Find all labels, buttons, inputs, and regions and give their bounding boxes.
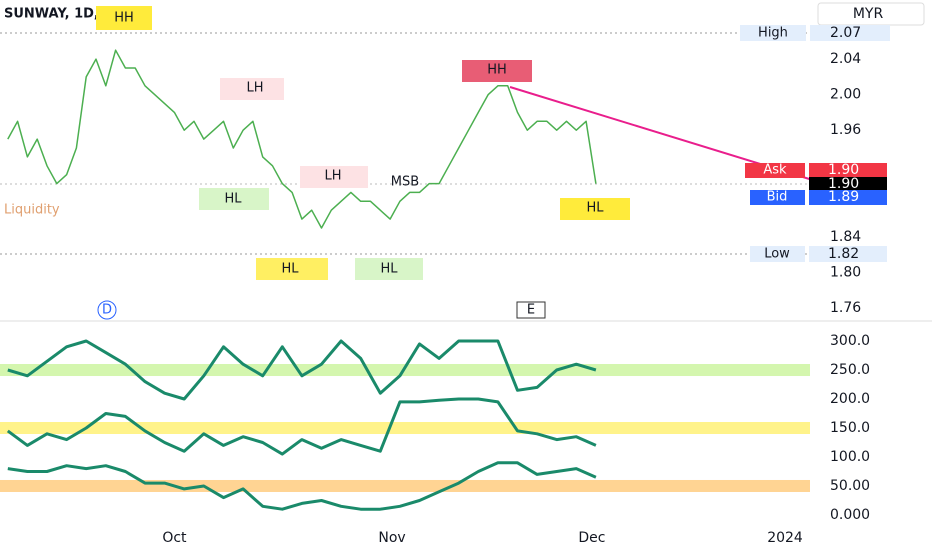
y-tick-label: 1.96: [830, 122, 861, 138]
pattern-label: HL: [224, 192, 242, 207]
pattern-label: LH: [246, 81, 263, 96]
label-box: [199, 188, 269, 210]
y-tick-label: 2.04: [830, 51, 861, 67]
last-value: 1.90: [828, 176, 859, 192]
series-line: [7, 461, 597, 511]
pattern-label: LH: [324, 169, 341, 184]
event-label[interactable]: D: [102, 303, 112, 318]
y-tick-label: 2.00: [830, 87, 861, 103]
y-tick-label: 50.00: [830, 478, 870, 494]
y-tick-label: 250.0: [830, 362, 870, 378]
x-tick-label: Dec: [578, 530, 605, 546]
pattern-label: HH: [114, 11, 134, 26]
event-label[interactable]: E: [527, 303, 535, 318]
y-tick-label: 1.84: [830, 229, 861, 245]
low-label: Low: [764, 247, 790, 262]
currency[interactable]: MYR: [853, 6, 884, 22]
label-box: [96, 6, 152, 30]
y-tick-label: 100.0: [830, 449, 870, 465]
label-box: [300, 166, 368, 188]
y-tick-label: 1.80: [830, 264, 861, 280]
level-band: [0, 422, 810, 435]
event-marker[interactable]: [516, 301, 546, 319]
y-tick-label: 150.0: [830, 420, 870, 436]
y-tick-label: 1.76: [830, 300, 861, 316]
y-tick-label: 0.000: [830, 507, 870, 523]
label-box: [809, 177, 887, 192]
label-box: [750, 190, 805, 205]
ask-label: Ask: [763, 163, 787, 178]
label-box: [809, 246, 887, 262]
label-box: [220, 78, 284, 100]
event-marker[interactable]: [97, 300, 117, 320]
series-line: [7, 339, 597, 401]
label-box: [809, 190, 887, 205]
pattern-label: HL: [281, 262, 299, 277]
series-line: [7, 49, 597, 229]
low-value: 1.82: [828, 246, 859, 262]
bid-label: Bid: [767, 190, 788, 205]
high-value: 2.07: [830, 25, 861, 41]
x-tick-label: Oct: [162, 530, 187, 546]
msb-label: MSB: [391, 175, 419, 190]
label-box: [560, 198, 630, 220]
label-box: [809, 163, 887, 178]
x-tick-label: Nov: [378, 530, 405, 546]
y-tick-label: 300.0: [830, 333, 870, 349]
series-line: [6, 397, 597, 456]
label-box: [740, 25, 806, 41]
liquidity-label: Liquidity: [4, 203, 60, 218]
label-box: [256, 258, 328, 280]
label-box: [462, 60, 532, 82]
pattern-label: HL: [380, 262, 398, 277]
plot: 2.04 2.00 1.96 1.84 1.80 1.76 Oct Nov Dec 2024 300…: [0, 49, 870, 546]
label-box: [745, 163, 805, 178]
label-box: [750, 246, 805, 262]
high-label: High: [758, 26, 788, 41]
y-tick-label: 200.0: [830, 391, 870, 407]
label-box: [810, 25, 890, 41]
level-band: [0, 479, 810, 492]
bid-value: 1.89: [828, 189, 859, 205]
label-box: [355, 258, 423, 280]
ask-value: 1.90: [828, 162, 859, 178]
pattern-label: HL: [586, 201, 604, 216]
pattern-label: HH: [487, 63, 507, 78]
x-tick-label: 2024: [767, 530, 803, 546]
